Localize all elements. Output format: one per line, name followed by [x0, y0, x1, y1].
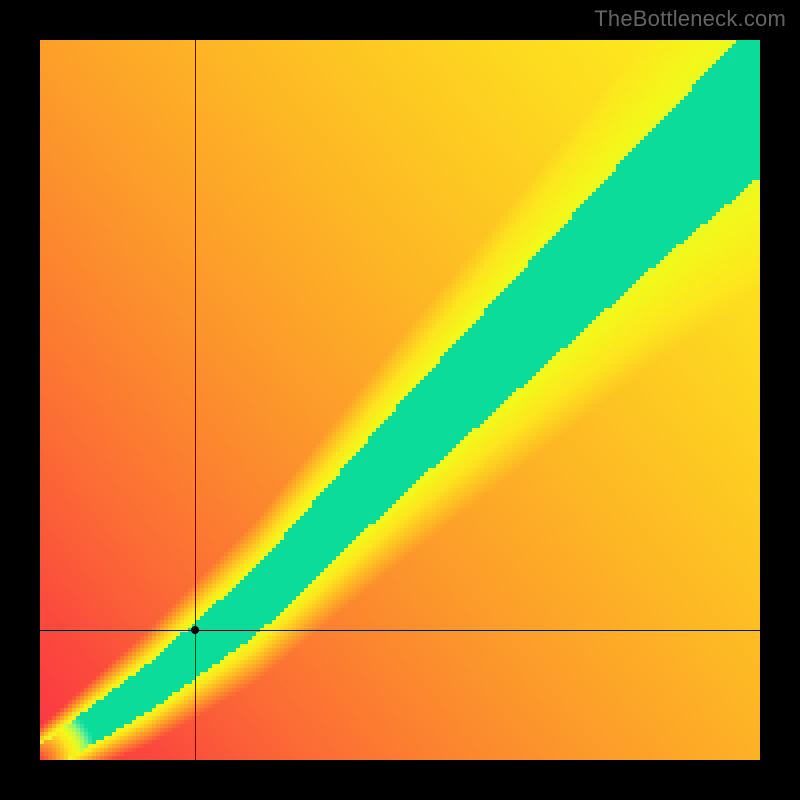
watermark-text: TheBottleneck.com — [594, 6, 786, 32]
figure-root: TheBottleneck.com — [0, 0, 800, 800]
crosshair-horizontal — [40, 630, 760, 631]
plot-area — [40, 40, 760, 760]
bottleneck-heatmap — [40, 40, 760, 760]
crosshair-vertical — [195, 40, 196, 760]
